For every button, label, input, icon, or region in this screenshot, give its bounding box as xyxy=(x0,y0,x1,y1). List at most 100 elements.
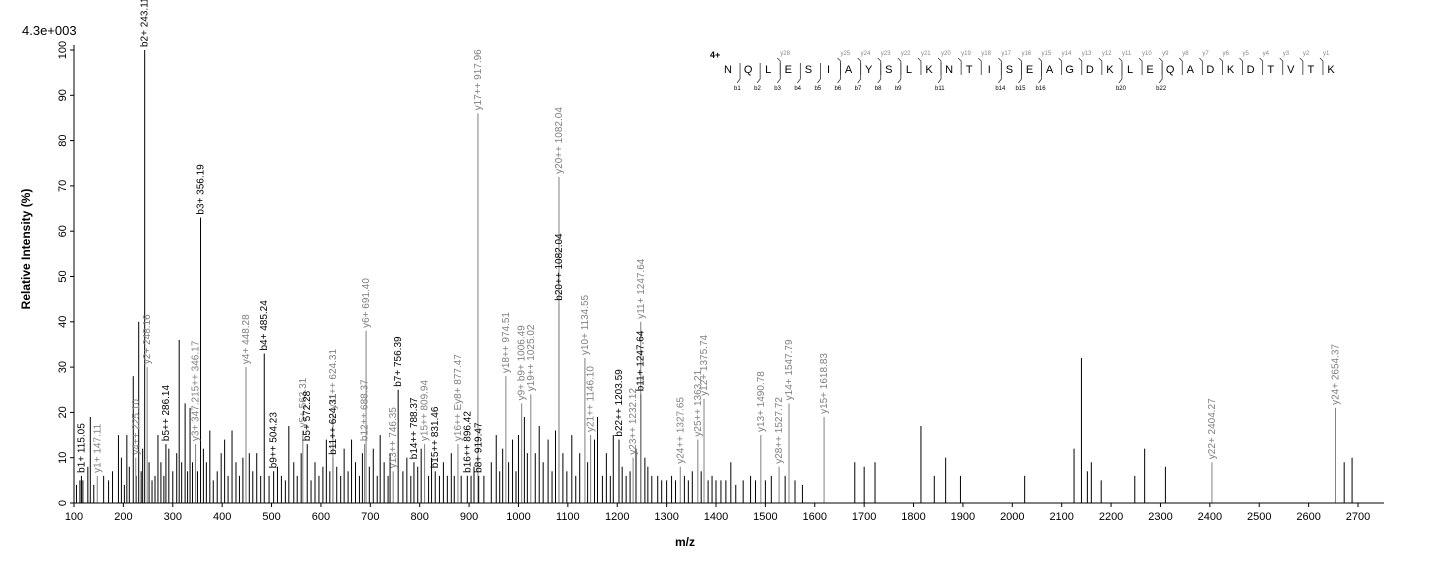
x-tick-label: 2700 xyxy=(1346,511,1370,523)
y-cleavage-mark xyxy=(917,57,922,75)
x-tick-label: 2000 xyxy=(1000,511,1024,523)
x-tick-label: 300 xyxy=(164,511,182,523)
sequence-residue: T xyxy=(966,64,973,76)
sequence-residue: K xyxy=(1106,64,1114,76)
sequence-residue: L xyxy=(765,64,771,76)
peak-label: y22+ 2404.27 xyxy=(1207,398,1218,459)
peak-label: y18++ 974.51 xyxy=(501,312,512,374)
y-ion-marker: y20 xyxy=(941,51,951,57)
sequence-residue: S xyxy=(1006,64,1013,76)
peak-label: y24+ 2654.37 xyxy=(1330,344,1341,405)
x-tick-label: 1300 xyxy=(654,511,678,523)
peak-label: y13+ 1490.78 xyxy=(756,371,767,432)
b-ion-marker: b22 xyxy=(1156,86,1167,92)
peak-label: y1+ 147.11 xyxy=(92,423,103,472)
peak-label: y11++ 624.31 xyxy=(328,349,339,410)
peak-label: b2+ 243.11 xyxy=(140,0,151,47)
peak-label: b22++ 1203.59 xyxy=(614,369,625,437)
y-cleavage-mark xyxy=(857,57,862,75)
y-tick-label: 10 xyxy=(57,452,69,464)
x-tick-label: 2100 xyxy=(1049,511,1073,523)
x-tick-label: 2300 xyxy=(1148,511,1172,523)
peak-label: y10+ 1134.55 xyxy=(580,294,591,355)
y-cleavage-mark xyxy=(1219,57,1223,75)
peak-label: b20++ 1082.04 xyxy=(554,233,565,301)
y-axis-title: Relative Intensity (%) xyxy=(19,189,33,310)
y-ion-marker: y13 xyxy=(1082,51,1092,57)
y-ion-marker: y18 xyxy=(981,51,991,57)
sequence-residue: S xyxy=(805,64,812,76)
y-tick-label: 50 xyxy=(57,270,69,282)
sequence-residue: E xyxy=(1026,64,1033,76)
peak-label: y4++ 225.10 xyxy=(131,399,142,455)
b-ion-marker: b5 xyxy=(814,86,821,92)
peak-label: y6+ 691.40 xyxy=(361,278,372,328)
y-ion-marker: y5 xyxy=(1243,51,1250,57)
sequence-residue: K xyxy=(1227,64,1235,76)
peak-label: b5++ 286.14 xyxy=(161,385,172,442)
y-cleavage-mark xyxy=(977,57,982,75)
y-ion-marker: y12 xyxy=(1102,51,1112,57)
y-cleavage-mark xyxy=(1259,57,1264,75)
peak-label: y12+ 1375.74 xyxy=(699,334,710,395)
y-tick-label: 0 xyxy=(57,500,69,506)
x-ticks: 100 200 300 400 500 600 700 800 900 1000 1100 1200 1… xyxy=(65,503,1370,523)
y-tick-label: 30 xyxy=(57,361,69,373)
sequence-residue: I xyxy=(988,64,991,76)
sequence-residue: L xyxy=(906,64,912,76)
peak-label: y4+ 448.28 xyxy=(241,314,252,364)
y-tick-label: 60 xyxy=(57,225,69,237)
y-cleavage-mark xyxy=(1279,57,1284,75)
peak-label: b8+ 919.47 xyxy=(474,422,485,473)
x-tick-label: 200 xyxy=(114,511,132,523)
b-cleavage-mark xyxy=(776,63,781,84)
peak-label: b1+ 115.05 xyxy=(76,423,87,473)
peak-label: b15++ 831.46 xyxy=(430,406,441,468)
x-tick-label: 400 xyxy=(213,511,231,523)
x-tick-label: 600 xyxy=(312,511,330,523)
y-ion-marker: y6 xyxy=(1222,51,1229,57)
y-cleavage-mark xyxy=(1038,57,1042,75)
x-tick-label: 900 xyxy=(460,511,478,523)
y-ion-marker: y10 xyxy=(1142,51,1152,57)
peak-label: y19++ 1025.02 xyxy=(526,324,537,391)
y-tick-label: 80 xyxy=(57,134,69,146)
sequence-residue: K xyxy=(1327,64,1335,76)
peak-label: y23++ 1232.12 xyxy=(628,388,639,455)
peak-label: b5+ 572.28 xyxy=(302,390,313,441)
peak-label: y17++ 917.96 xyxy=(473,49,484,111)
peak-label: b12++ 688.37 xyxy=(360,379,371,441)
peak-label: y28++ 1527.72 xyxy=(774,397,785,464)
b-ion-marker: b1 xyxy=(734,86,741,92)
x-tick-label: 2500 xyxy=(1247,511,1271,523)
y-cleavage-mark xyxy=(1299,57,1304,75)
y-ion-marker: y15 xyxy=(1042,51,1052,57)
x-tick-label: 500 xyxy=(262,511,280,523)
sequence-residue: D xyxy=(1086,64,1094,76)
peak-label: y3+ 347.215++ 346.17 xyxy=(191,340,202,441)
peak-label: y13++ 746.35 xyxy=(388,407,399,469)
peak-label: y21++ 1146.10 xyxy=(586,366,597,432)
x-tick-label: 1200 xyxy=(605,511,629,523)
peak-label: y11+ 1247.64 xyxy=(636,258,647,319)
peak-label: y2+ 248.16 xyxy=(142,314,153,364)
y-ion-marker: y8 xyxy=(1182,51,1189,57)
x-tick-label: 1800 xyxy=(901,511,925,523)
b-cleavage-mark xyxy=(937,63,942,84)
y-cleavage-mark xyxy=(1319,57,1324,75)
peak-label: y15++ 809.94 xyxy=(420,380,431,442)
sequence-residue: T xyxy=(1308,64,1315,76)
peak-label: y15+ 1618.83 xyxy=(819,353,830,414)
y-cleavage-mark xyxy=(998,57,1002,75)
y-tick-label: 40 xyxy=(57,316,69,328)
sequence-residue: I xyxy=(827,64,830,76)
peak-label: b11+ 1247.64 xyxy=(636,330,647,391)
y-ion-marker: y25 xyxy=(841,51,851,57)
peak-label: y20++ 1082.04 xyxy=(554,107,565,174)
b-cleavage-mark xyxy=(897,63,902,84)
peak-label: y24++ 1327.65 xyxy=(675,397,686,464)
sequence-residue: A xyxy=(1046,64,1054,76)
x-tick-label: 1700 xyxy=(852,511,876,523)
peak-label: y9+ b9+ 1006.49 xyxy=(517,325,528,401)
sequence-residue: Q xyxy=(1166,64,1175,76)
